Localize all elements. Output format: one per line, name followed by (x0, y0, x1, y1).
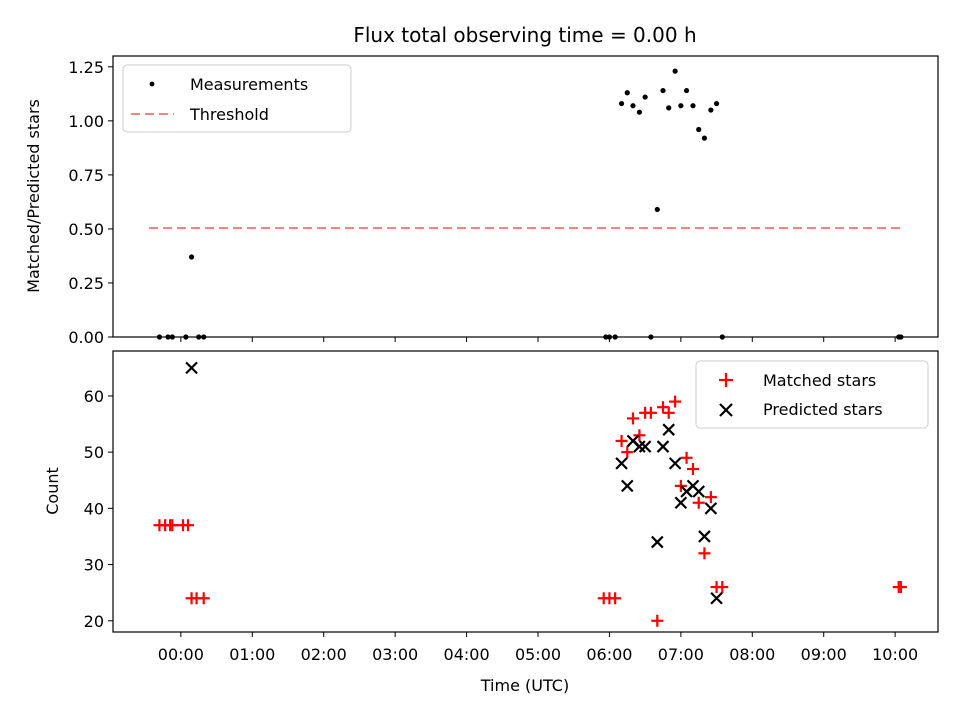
bottom-xtick-label: 08:00 (729, 645, 775, 664)
top-legend-frame (122, 64, 352, 133)
matched-star-point (669, 395, 682, 408)
measurement-point (666, 105, 672, 111)
bottom-legend-frame (695, 360, 929, 429)
top-ytick-label: 1.00 (68, 112, 104, 131)
legend-matched-marker (719, 373, 733, 387)
predicted-star-point (615, 457, 628, 470)
top-axes-frame (112, 55, 939, 338)
bottom-xtick-label: 09:00 (801, 645, 847, 664)
measurement-point (672, 68, 678, 74)
bottom-ytick-label: 30 (84, 556, 104, 575)
predicted-star-point (662, 423, 675, 436)
matched-star-point (698, 547, 711, 560)
legend-predicted-label: Predicted stars (763, 400, 883, 419)
legend-threshold-label: Threshold (189, 105, 269, 124)
matched-star-point (894, 581, 907, 594)
bottom-xtick-label: 05:00 (515, 645, 561, 664)
bottom-xtick-label: 02:00 (301, 645, 347, 664)
matched-star-point (662, 406, 675, 419)
bottom-xtick-label: 00:00 (158, 645, 204, 664)
predicted-star-point (668, 457, 682, 470)
matched-star-point (621, 446, 634, 459)
matched-star-point (674, 479, 687, 492)
top-ylabel: Matched/Predicted stars (24, 99, 43, 293)
matched-star-point (687, 463, 699, 476)
predicted-star-point (621, 479, 634, 493)
predicted-star-point (698, 530, 711, 543)
top-ytick-label: 1.25 (68, 58, 104, 77)
top-ytick-label: 0.00 (68, 328, 104, 347)
measurement-point (636, 109, 643, 115)
measurement-point (654, 206, 660, 213)
measurement-point (618, 100, 625, 107)
predicted-star-point (651, 535, 664, 549)
legend-matched-label: Matched stars (763, 371, 876, 390)
measurement-point (660, 87, 666, 94)
measurement-point (690, 103, 696, 109)
top-axes: 0.00 0.25 0.50 0.75 1.00 1.25 Matched/Predict… (24, 55, 939, 347)
matched-star-point (166, 519, 179, 532)
bottom-xtick-label: 03:00 (372, 645, 418, 664)
measurement-point (678, 103, 684, 109)
predicted-star-point (633, 440, 646, 453)
measurement-point (713, 100, 720, 107)
predicted-star-point (674, 496, 688, 510)
measurement-point (701, 135, 708, 141)
bottom-xtick-label: 10:00 (872, 645, 918, 664)
bottom-ytick-label: 60 (84, 387, 104, 406)
legend-measurements-marker (149, 81, 155, 87)
predicted-star-point (656, 440, 670, 453)
bottom-ytick-label: 40 (84, 499, 104, 518)
matched-star-point (704, 491, 717, 504)
predicted-star-point (710, 592, 723, 605)
measurement-point (708, 107, 714, 113)
top-legend: Measurements Threshold (122, 64, 352, 133)
bottom-legend: Matched stars Predicted stars (695, 360, 929, 429)
predicted-star-point (638, 440, 652, 453)
bottom-xlabel: Time (UTC) (480, 676, 569, 695)
bottom-xtick-label: 07:00 (658, 645, 704, 664)
matched-star-point (651, 614, 664, 627)
matched-star-point (182, 519, 194, 532)
bottom-xtick-label: 01:00 (229, 645, 275, 664)
legend-predicted-marker (719, 403, 733, 417)
predicted-star-point (704, 502, 718, 515)
chart-title: Flux total observing time = 0.00 h (353, 23, 696, 47)
matched-star-point (680, 451, 693, 464)
matched-star-point (716, 581, 729, 594)
top-ytick-label: 0.50 (68, 220, 104, 239)
matched-star-point (615, 434, 628, 447)
matched-star-point (644, 406, 657, 419)
predicted-star-point (185, 361, 198, 375)
bottom-xtick-label: 04:00 (444, 645, 490, 664)
legend-measurements-label: Measurements (190, 75, 308, 94)
matched-star-point (609, 592, 622, 605)
bottom-axes: 20 30 40 50 60 00:00 01:00 02:00 03:00 04:00 05:00… (43, 350, 939, 695)
bottom-ylabel: Count (43, 467, 62, 515)
matched-star-point (633, 429, 646, 442)
top-ytick-label: 0.25 (68, 274, 104, 293)
top-ytick-label: 0.75 (68, 166, 104, 185)
bottom-xtick-label: 06:00 (586, 645, 632, 664)
matched-star-point (627, 412, 639, 425)
measurement-point (683, 87, 690, 94)
measurement-point (642, 94, 648, 100)
predicted-star-point (692, 485, 705, 498)
bottom-ytick-label: 50 (84, 443, 104, 462)
measurement-point (624, 90, 630, 96)
matched-star-point (657, 401, 669, 414)
matched-star-point (197, 592, 210, 605)
measurement-point (188, 254, 195, 260)
bottom-ytick-label: 20 (84, 612, 104, 631)
measurement-point (696, 126, 702, 133)
bottom-axes-frame (112, 350, 939, 633)
matched-star-point (692, 496, 705, 509)
measurement-point (630, 103, 636, 109)
